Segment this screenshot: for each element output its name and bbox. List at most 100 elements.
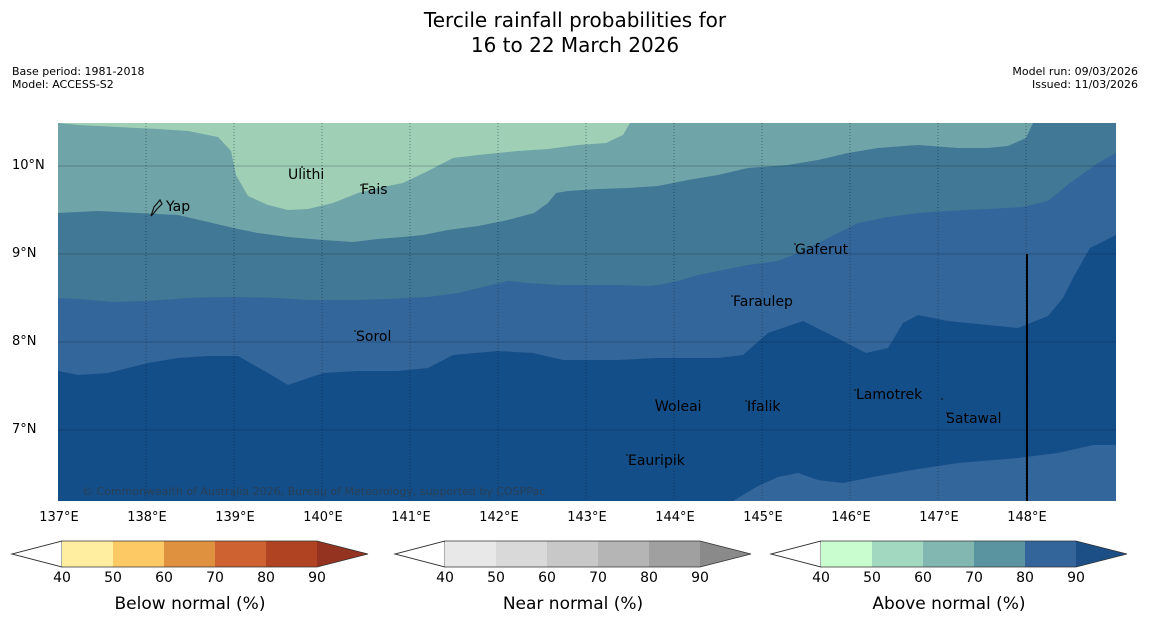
above-seg-40-50 (821, 541, 872, 567)
place-label-ulithi[interactable]: Ulithi (288, 167, 325, 183)
lon-label-144e: 144°E (655, 510, 695, 525)
above-tick-90: 90 (1067, 570, 1085, 586)
near-normal-label: Near normal (%) (502, 594, 644, 614)
place-label-faraulep[interactable]: Faraulep (733, 294, 793, 310)
issued-date: Issued: 11/03/2026 (1031, 78, 1138, 91)
band-40-50 (58, 123, 630, 210)
below-tick-90: 90 (308, 570, 326, 586)
above-tick-50: 50 (863, 570, 881, 586)
near-arrow-high (700, 541, 751, 567)
lon-label-137e: 137°E (39, 510, 79, 525)
model-name: Model: ACCESS-S2 (12, 78, 114, 91)
copyright-notice: © Commonwealth of Australia 2026, Bureau… (82, 485, 546, 498)
model-run: Model run: 09/03/2026 (1012, 65, 1138, 78)
island-dot-ulithi (301, 166, 303, 168)
lon-label-143e: 143°E (567, 510, 607, 525)
below-tick-50: 50 (104, 570, 122, 586)
near-tick-60: 60 (538, 570, 556, 586)
above-seg-80-90 (1025, 541, 1076, 567)
lat-label-9n: 9°N (12, 246, 37, 261)
near-outline (393, 540, 752, 568)
near-seg-50-60 (496, 541, 547, 567)
below-seg-40-50 (62, 541, 113, 567)
island-dots (301, 166, 948, 456)
map-panel[interactable] (58, 123, 1116, 501)
lon-label-146e: 146°E (831, 510, 871, 525)
lat-label-7n: 7°N (12, 422, 37, 437)
above-tick-70: 70 (965, 570, 983, 586)
near-tick-40: 40 (436, 570, 454, 586)
near-seg-70-80 (598, 541, 649, 567)
near-tick-70: 70 (589, 570, 607, 586)
below-seg-80-90 (266, 541, 317, 567)
colorbar-above-svg (769, 540, 1128, 568)
place-label-ifalik[interactable]: Ifalik (747, 399, 781, 415)
lat-label-10n: 10°N (12, 158, 45, 173)
lon-label-148e: 148°E (1007, 510, 1047, 525)
place-label-sorol[interactable]: Sorol (356, 329, 392, 345)
below-normal-label: Below normal (%) (114, 594, 266, 614)
place-label-eauripik[interactable]: Eauripik (628, 453, 685, 469)
above-seg-50-60 (872, 541, 923, 567)
title-line-1: Tercile rainfall probabilities for (423, 8, 727, 32)
colorbar-below-normal (10, 540, 369, 568)
graticule (58, 123, 1116, 501)
island-dot-fais (360, 184, 362, 186)
below-seg-70-80 (215, 541, 266, 567)
island-dot-faraulep (731, 295, 733, 297)
lon-label-141e: 141°E (391, 510, 431, 525)
lon-label-147e: 147°E (919, 510, 959, 525)
above-seg-60-70 (923, 541, 974, 567)
near-tick-50: 50 (487, 570, 505, 586)
island-dot-satawal-2 (946, 412, 948, 414)
below-seg-60-70 (164, 541, 215, 567)
yap-island-outline (150, 198, 163, 217)
colorbar-above-normal (769, 540, 1128, 568)
island-dot-lamotrek (854, 389, 856, 391)
lon-label-140e: 140°E (303, 510, 343, 525)
lon-label-139e: 139°E (215, 510, 255, 525)
near-seg-40-50 (445, 541, 496, 567)
above-tick-40: 40 (812, 570, 830, 586)
map-title: Tercile rainfall probabilities for 16 to… (0, 8, 1150, 58)
below-outline (10, 540, 369, 568)
island-dot-satawal (941, 398, 943, 400)
title-line-2: 16 to 22 March 2026 (470, 33, 680, 57)
below-tick-40: 40 (53, 570, 71, 586)
near-seg-80-90 (649, 541, 700, 567)
below-seg-50-60 (113, 541, 164, 567)
island-dot-sorol (354, 330, 356, 332)
below-arrow-high (317, 541, 368, 567)
island-dot-woleai (655, 399, 657, 401)
place-label-lamotrek[interactable]: Lamotrek (856, 387, 923, 403)
meta-left: Base period: 1981-2018 Model: ACCESS-S2 (12, 65, 144, 91)
below-tick-70: 70 (206, 570, 224, 586)
above-outline (769, 540, 1128, 568)
near-tick-80: 80 (640, 570, 658, 586)
place-label-gaferut[interactable]: Gaferut (795, 242, 849, 258)
map-canvas (58, 123, 1116, 501)
near-tick-90: 90 (691, 570, 709, 586)
below-tick-80: 80 (257, 570, 275, 586)
near-seg-60-70 (547, 541, 598, 567)
near-arrow-low (393, 540, 446, 568)
band-70-80-lower (733, 445, 1116, 501)
island-dot-eauripik (626, 454, 628, 456)
lon-label-145e: 145°E (743, 510, 783, 525)
meta-right: Model run: 09/03/2026 Issued: 11/03/2026 (1012, 65, 1138, 91)
colorbar-below-svg (10, 540, 369, 568)
above-arrow-high (1076, 541, 1127, 567)
lon-label-142e: 142°E (479, 510, 519, 525)
above-seg-70-80 (974, 541, 1025, 567)
base-period: Base period: 1981-2018 (12, 65, 145, 78)
place-label-satawal[interactable]: Satawal (946, 411, 1002, 427)
above-tick-80: 80 (1016, 570, 1034, 586)
place-label-woleai[interactable]: Woleai (655, 399, 702, 415)
lon-label-138e: 138°E (127, 510, 167, 525)
colorbar-near-svg (393, 540, 752, 568)
place-label-yap[interactable]: Yap (166, 199, 191, 215)
lat-label-8n: 8°N (12, 334, 37, 349)
below-arrow-low (10, 540, 63, 568)
place-label-fais[interactable]: Fais (361, 182, 388, 198)
island-dot-gaferut (794, 243, 796, 245)
